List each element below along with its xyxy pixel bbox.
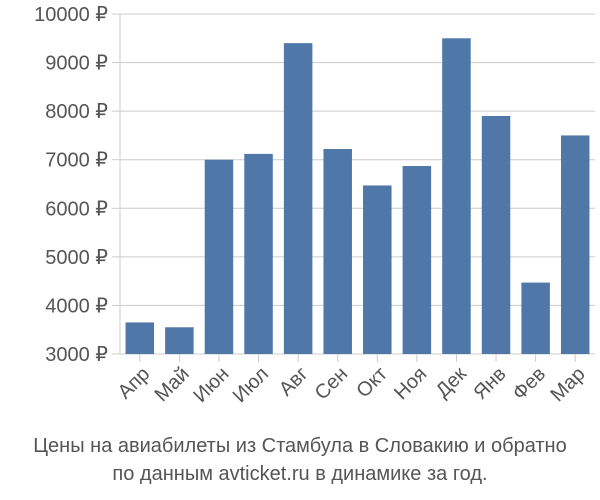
y-tick-label: 6000 ₽ <box>45 198 108 220</box>
x-tick-label: Май <box>151 363 194 406</box>
x-tick-label: Июн <box>189 363 233 407</box>
bar-9 <box>481 116 511 354</box>
y-tick-label: 7000 ₽ <box>45 150 108 172</box>
bars <box>125 38 590 355</box>
bar-2 <box>204 159 234 354</box>
bar-5 <box>323 149 352 354</box>
bar-7 <box>402 166 432 354</box>
bar-10 <box>521 282 550 354</box>
x-tick-label: Июл <box>229 363 273 407</box>
bar-11 <box>560 135 590 354</box>
x-tick-label: Сен <box>311 363 352 404</box>
y-tick-label: 8000 ₽ <box>45 101 108 123</box>
x-tick-label: Янв <box>469 363 510 404</box>
bar-chart: 3000 ₽ 4000 ₽ 5000 ₽ 6000 ₽ 7000 ₽ 8000 ₽ 9000… <box>34 4 595 407</box>
x-tick-label: Фев <box>508 363 550 405</box>
y-tick-label: 3000 ₽ <box>45 344 108 366</box>
y-tick-label: 4000 ₽ <box>45 295 108 317</box>
x-tick-label: Ноя <box>390 363 431 404</box>
y-tick-label: 9000 ₽ <box>45 53 108 75</box>
bar-1 <box>165 327 194 354</box>
x-tick-label: Дек <box>432 363 471 402</box>
bar-8 <box>442 38 471 355</box>
y-tick-label: 10000 ₽ <box>34 4 108 26</box>
caption-line-1: Цены на авиабилеты из Стамбула в Словаки… <box>33 435 567 457</box>
caption-line-2: по данным avticket.ru в динамике за год. <box>112 463 488 485</box>
chart-caption: Цены на авиабилеты из Стамбула в Словаки… <box>0 432 600 488</box>
bar-0 <box>125 322 155 354</box>
grid-lines <box>112 13 595 355</box>
y-axis: 3000 ₽ 4000 ₽ 5000 ₽ 6000 ₽ 7000 ₽ 8000 ₽ 9000… <box>34 4 108 366</box>
x-tick-label: Авг <box>275 363 313 401</box>
bar-3 <box>244 153 273 354</box>
x-tick-label: Окт <box>352 363 391 402</box>
y-tick-label: 5000 ₽ <box>45 247 108 269</box>
x-tick-label: Апр <box>114 363 155 404</box>
bar-4 <box>283 43 313 355</box>
bar-6 <box>363 185 392 354</box>
x-tick-label: Мар <box>546 363 589 406</box>
